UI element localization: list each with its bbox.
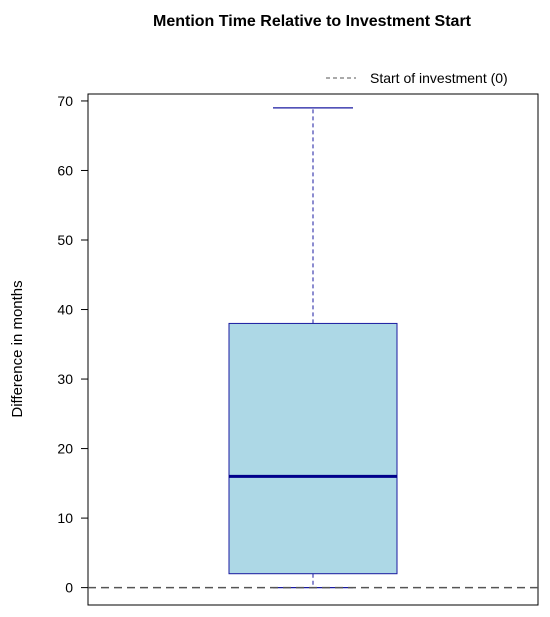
y-tick-label: 70 <box>57 93 73 109</box>
y-tick-label: 0 <box>65 580 73 596</box>
y-tick-label: 20 <box>57 441 73 457</box>
legend-label: Start of investment (0) <box>370 70 508 86</box>
boxplot <box>228 107 398 589</box>
y-tick-label: 10 <box>57 510 73 526</box>
y-tick-label: 30 <box>57 371 73 387</box>
legend: Start of investment (0) <box>326 70 508 86</box>
y-axis-label: Difference in months <box>9 280 26 417</box>
y-tick-label: 40 <box>57 302 73 318</box>
y-tick-label: 60 <box>57 162 73 178</box>
interquartile-box <box>228 322 398 575</box>
y-tick-label: 50 <box>57 232 73 248</box>
chart-title: Mention Time Relative to Investment Star… <box>153 13 472 30</box>
y-axis: 0 10 20 30 40 50 60 70 <box>57 93 88 596</box>
plot-frame <box>87 93 539 606</box>
